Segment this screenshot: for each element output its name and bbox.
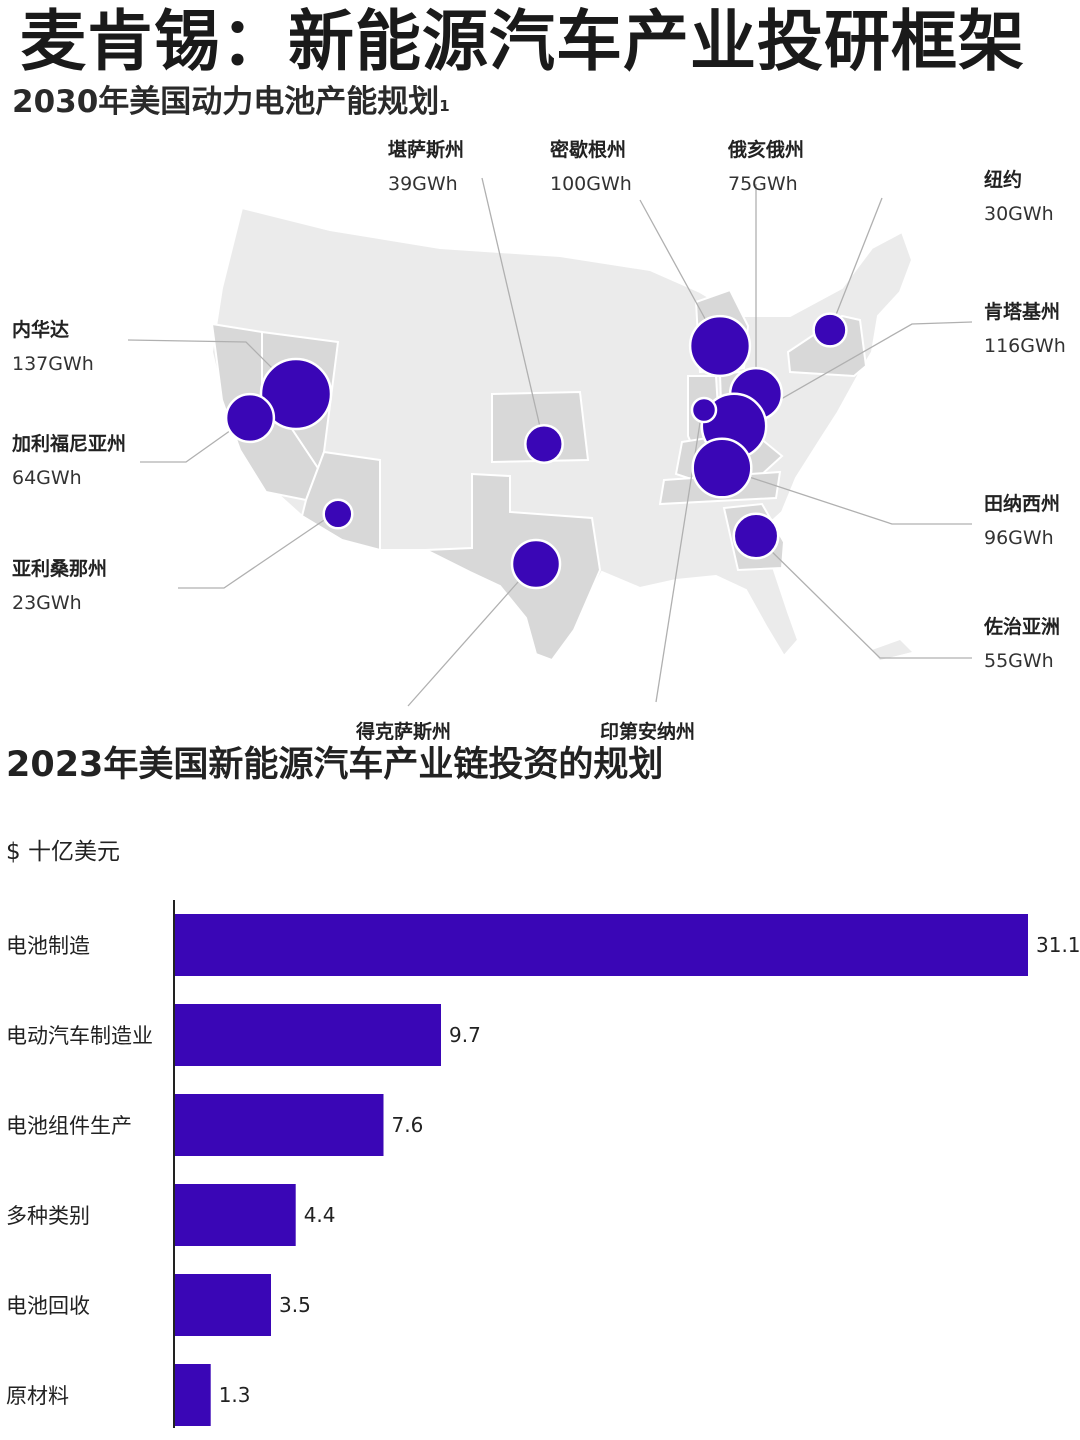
bar xyxy=(175,1184,296,1246)
label-kansas-name: 堪萨斯州 xyxy=(388,138,464,161)
label-ohio-name: 俄亥俄州 xyxy=(727,138,804,161)
label-california-name: 加利福尼亚州 xyxy=(11,432,126,455)
label-michigan-value: 100GWh xyxy=(550,173,632,195)
label-kentucky-name: 肯塔基州 xyxy=(984,300,1060,323)
label-arizona-name: 亚利桑那州 xyxy=(12,558,107,580)
category-label: 多种类别 xyxy=(6,1204,90,1228)
bubble-tennessee xyxy=(691,437,753,499)
bubble-texas xyxy=(510,538,562,590)
us-battery-capacity-map: 堪萨斯州 39GWh 密歇根州 100GWh 俄亥俄州 75GWh 纽约 30G… xyxy=(11,138,1066,740)
bar xyxy=(175,1004,441,1066)
leader-arizona xyxy=(178,511,337,589)
category-label: 电动汽车制造业 xyxy=(6,1024,153,1048)
label-new-york-value: 30GWh xyxy=(984,203,1054,225)
state-labels: 堪萨斯州 39GWh 密歇根州 100GWh 俄亥俄州 75GWh 纽约 30G… xyxy=(11,138,1066,740)
leader-kansas xyxy=(481,177,545,445)
unit-label: $ 十亿美元 xyxy=(6,839,120,865)
bar xyxy=(175,1364,211,1426)
value-label: 3.5 xyxy=(279,1293,311,1317)
leader-california xyxy=(140,417,249,463)
label-ohio-value: 75GWh xyxy=(728,173,798,195)
label-texas-name: 得克萨斯州 xyxy=(355,720,451,740)
bubble-michigan xyxy=(688,314,752,378)
label-tennessee-value: 96GWh xyxy=(984,527,1054,549)
label-nevada-name: 内华达 xyxy=(12,318,69,341)
leader-new-york xyxy=(829,197,883,331)
bubble-indiana xyxy=(690,396,718,424)
value-label: 7.6 xyxy=(392,1113,424,1137)
label-georgia-name: 佐治亚洲 xyxy=(983,615,1060,638)
category-label: 电池组件生产 xyxy=(6,1114,132,1138)
map-section-title: 2030年美国动力电池产能规划1 xyxy=(12,80,450,124)
value-label: 4.4 xyxy=(304,1203,336,1227)
leader-georgia xyxy=(755,535,972,659)
bar xyxy=(175,1274,271,1336)
inset-alaska-hawaii xyxy=(872,640,912,660)
value-label: 9.7 xyxy=(449,1023,481,1047)
category-label: 原材料 xyxy=(6,1384,69,1408)
label-kentucky-value: 116GWh xyxy=(984,335,1066,357)
label-indiana-name: 印第安纳州 xyxy=(600,720,695,740)
bubble-georgia xyxy=(732,512,780,560)
footnote-mark: 1 xyxy=(439,97,450,115)
bubble-kansas xyxy=(524,424,564,464)
label-arizona-value: 23GWh xyxy=(12,592,82,614)
capacity-bubbles xyxy=(224,312,848,590)
label-nevada-value: 137GWh xyxy=(12,353,94,375)
page-title: 麦肯锡：新能源汽车产业投研框架 xyxy=(20,3,1025,80)
value-label: 1.3 xyxy=(219,1383,251,1407)
bar xyxy=(175,914,1028,976)
bubble-nevada xyxy=(259,357,333,431)
label-georgia-value: 55GWh xyxy=(984,650,1054,672)
value-label: 31.1 xyxy=(1036,933,1080,957)
label-california-value: 64GWh xyxy=(12,467,82,489)
leader-texas xyxy=(407,563,535,707)
us-map-base xyxy=(210,206,914,662)
bar-layer: 电池制造 31.1 电动汽车制造业 9.7 电池组件生产 7.6 多种类别 4.4 电池回收 3.… xyxy=(6,914,1080,1426)
category-label: 电池制造 xyxy=(6,934,90,958)
bubble-california xyxy=(224,392,276,444)
leader-kentucky xyxy=(733,321,973,427)
bubble-new-york xyxy=(812,312,848,348)
category-label: 电池回收 xyxy=(6,1294,90,1318)
label-new-york-name: 纽约 xyxy=(984,168,1022,191)
leader-tennessee xyxy=(721,467,972,525)
bar xyxy=(175,1094,384,1156)
bar-chart-title: 2023年美国新能源汽车产业链投资的规划 xyxy=(6,745,664,785)
investment-bar-chart: 电池制造 31.1 电动汽车制造业 9.7 电池组件生产 7.6 多种类别 4.4 电池回收 3.… xyxy=(6,900,1080,1428)
label-tennessee-name: 田纳西州 xyxy=(984,492,1060,515)
map-title-text: 2030年美国动力电池产能规划 xyxy=(12,84,440,120)
label-kansas-value: 39GWh xyxy=(388,173,458,195)
label-michigan-name: 密歇根州 xyxy=(550,138,626,161)
bubble-arizona xyxy=(322,498,354,530)
